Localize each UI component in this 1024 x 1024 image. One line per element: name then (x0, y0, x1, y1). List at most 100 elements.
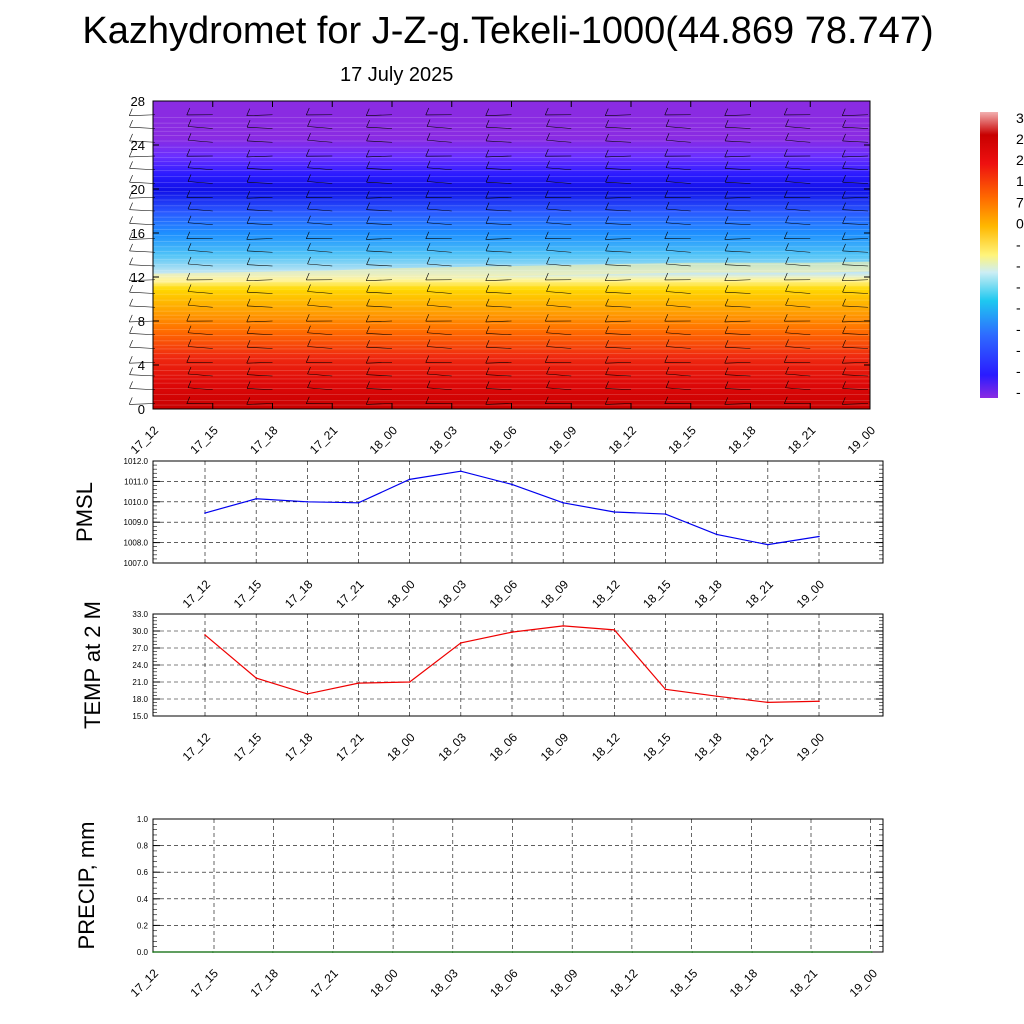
wind-barb-flag (724, 273, 729, 281)
wind-barb (187, 139, 213, 143)
wind-barb (307, 208, 333, 212)
cross-section-ytick-label: 20 (131, 182, 145, 197)
wind-barb-flag (129, 133, 133, 142)
wind-barb (307, 126, 333, 129)
wind-barb (426, 373, 452, 377)
wind-barb (187, 332, 213, 336)
wind-barb-flag (187, 325, 192, 333)
temp-xtick-label: 17_15 (231, 730, 265, 764)
wind-barb (366, 374, 393, 377)
wind-barb-flag (425, 272, 430, 281)
wind-barb-flag (724, 298, 729, 307)
chart-title: Kazhydromet for J-Z-g.Tekeli-1000(44.869… (82, 10, 934, 52)
wind-barb (486, 291, 512, 294)
temp-xtick-label: 18_00 (384, 730, 418, 764)
wind-barb (307, 181, 333, 184)
wind-barb-flag (546, 339, 550, 347)
wind-barb-flag (246, 133, 251, 142)
precip-data-point (871, 951, 873, 953)
wind-barb (187, 373, 213, 377)
wind-barb-flag (426, 201, 431, 210)
pmsl-data-point (357, 502, 360, 504)
wind-barb (247, 168, 273, 171)
wind-barb-flag (485, 381, 490, 389)
colorbar-label: 1 (1016, 173, 1024, 189)
wind-barb (486, 223, 512, 226)
temp-ytick-label: 33.0 (132, 610, 148, 619)
wind-barb-flag (307, 325, 311, 333)
precip-xtick-label: 17_12 (128, 966, 162, 1000)
wind-barb-flag (783, 107, 788, 116)
pmsl-ytick-label: 1012.0 (124, 457, 149, 466)
wind-barb-flag (305, 396, 310, 404)
temp-data-point (357, 682, 360, 684)
wind-barb-flag (187, 133, 192, 141)
wind-barb-flag (186, 107, 191, 116)
wind-barb-flag (724, 257, 729, 265)
wind-barb-flag (485, 314, 490, 323)
colorbar-label: 3 (1016, 110, 1024, 126)
wind-barb (665, 222, 691, 226)
wind-barb-flag (365, 232, 370, 240)
temp-xtick-label: 17_21 (333, 730, 367, 764)
wind-barb-flag (544, 396, 549, 404)
temp-data-point (511, 631, 513, 633)
temp-chart: 15.0 18.0 21.0 24.0 27.0 30.0 33.0 17_12 17_15 17… (80, 601, 884, 764)
wind-barb-flag (785, 298, 789, 306)
wind-barb (187, 222, 213, 226)
pmsl-chart: 1007.0 1008.0 1009.0 1010.0 1011.0 1012.0 17_1… (72, 457, 884, 611)
wind-barb-flag (604, 356, 609, 364)
wind-barb-flag (485, 326, 490, 334)
wind-barb (785, 139, 811, 143)
wind-barb-flag (187, 256, 192, 265)
wind-barb (366, 126, 393, 129)
wind-barb-flag (129, 367, 133, 375)
wind-barb-flag (366, 243, 370, 252)
wind-barb-flag (129, 298, 133, 307)
wind-barb (426, 263, 452, 267)
colorbar-label: - (1016, 363, 1021, 379)
temperature-field (153, 101, 870, 409)
wind-barb-flag (246, 232, 251, 240)
wind-barb (246, 320, 273, 323)
wind-barb (307, 346, 333, 349)
wind-barb (725, 209, 751, 212)
pmsl-xtick-label: 18_00 (384, 577, 418, 611)
wind-barb-flag (426, 133, 431, 141)
wind-barb (366, 333, 393, 336)
wind-barb (426, 249, 452, 253)
temp-ytick-label: 24.0 (132, 661, 148, 670)
wind-barb (307, 222, 333, 226)
wind-barb-flag (187, 284, 192, 292)
cross-section-xtick-label: 17_15 (187, 423, 221, 457)
wind-barb-flag (665, 256, 670, 265)
wind-barb-flag (783, 396, 788, 404)
precip-frame (152, 818, 884, 953)
precip-ytick-label: 1.0 (137, 815, 149, 824)
temp-xtick-label: 18_03 (435, 730, 469, 764)
wind-barb (366, 346, 393, 349)
cross-section-xtick-label: 19_00 (845, 423, 879, 457)
wind-barb-flag (307, 284, 311, 292)
wind-barb (605, 114, 632, 116)
wind-barb (307, 291, 333, 294)
wind-barb-flag (128, 314, 133, 323)
wind-barb-flag (366, 326, 370, 334)
precip-ytick-label: 0.2 (137, 921, 149, 930)
cross-section-xtick-label: 18_18 (725, 423, 759, 457)
wind-barb (605, 279, 632, 281)
wind-barb (785, 304, 811, 308)
temp-data-point (613, 629, 616, 631)
wind-barb (129, 155, 156, 158)
wind-barb-flag (246, 273, 251, 281)
wind-barb (605, 155, 632, 158)
wind-barb-flag (365, 356, 370, 364)
wind-barb (842, 250, 869, 253)
wind-barb-flag (665, 366, 670, 375)
temp-data-point (562, 625, 564, 627)
precip-data-point (391, 951, 394, 953)
wind-barb (426, 139, 452, 143)
wind-barb-flag (785, 256, 789, 265)
wind-barb-flag (544, 355, 549, 363)
wind-barb-flag (724, 367, 729, 375)
